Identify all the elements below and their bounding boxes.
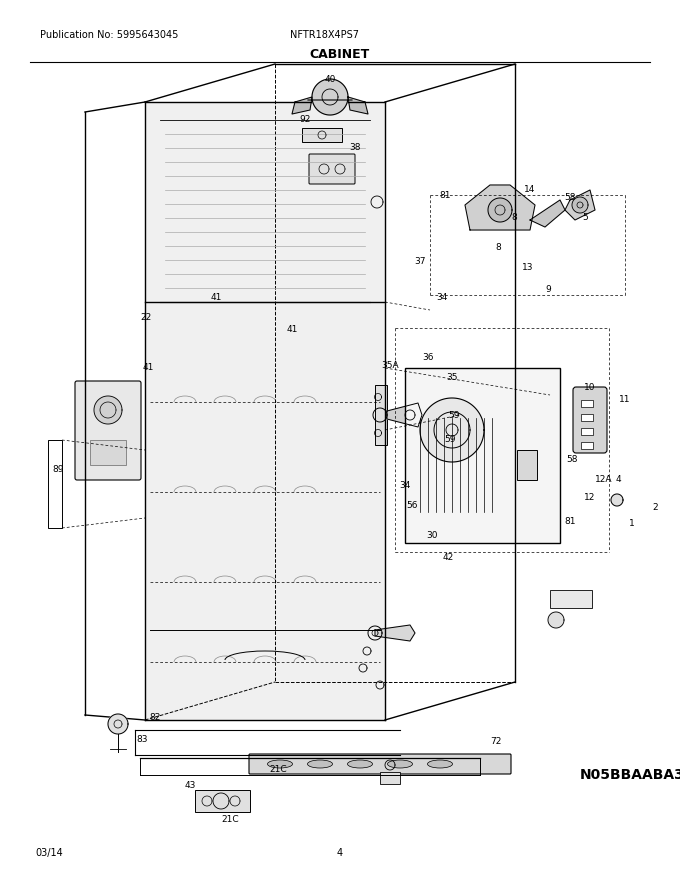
FancyBboxPatch shape [75, 381, 141, 480]
Polygon shape [387, 403, 422, 427]
Text: 72: 72 [490, 737, 502, 746]
Polygon shape [572, 197, 588, 213]
Text: 42: 42 [443, 554, 454, 562]
Text: 58: 58 [564, 194, 576, 202]
Polygon shape [145, 102, 385, 720]
Text: 38: 38 [350, 143, 361, 152]
FancyBboxPatch shape [249, 754, 511, 774]
Bar [550, 590, 592, 608]
Polygon shape [565, 190, 595, 220]
Bar [581, 428, 593, 435]
Text: 12A: 12A [595, 475, 613, 485]
Text: 22: 22 [140, 313, 152, 322]
Text: 34: 34 [437, 294, 447, 303]
Text: 81: 81 [564, 517, 576, 526]
Bar [405, 368, 560, 543]
Polygon shape [348, 97, 368, 114]
Bar [581, 442, 593, 449]
Polygon shape [312, 79, 348, 115]
Bar [90, 440, 126, 465]
Polygon shape [108, 714, 128, 734]
Text: 30: 30 [426, 531, 438, 539]
Text: 58: 58 [566, 456, 578, 465]
Bar [581, 400, 593, 407]
Ellipse shape [388, 760, 413, 768]
Text: 4: 4 [337, 848, 343, 858]
Polygon shape [94, 396, 122, 424]
Text: 9: 9 [545, 285, 551, 295]
Bar [302, 128, 342, 142]
Polygon shape [530, 200, 565, 227]
Text: 36: 36 [422, 354, 434, 363]
Text: 40: 40 [324, 76, 336, 84]
Text: 35A: 35A [381, 361, 398, 370]
Polygon shape [375, 625, 415, 641]
Polygon shape [548, 612, 564, 628]
Text: 59: 59 [448, 410, 460, 420]
Text: 13: 13 [522, 263, 534, 273]
Bar [581, 414, 593, 421]
Text: 14: 14 [524, 186, 536, 194]
Text: 4: 4 [615, 475, 621, 485]
Bar [195, 790, 250, 812]
Text: 82: 82 [150, 714, 160, 722]
Text: 83: 83 [136, 736, 148, 744]
Text: 41: 41 [210, 294, 222, 303]
Text: N05BBAABA34: N05BBAABA34 [580, 768, 680, 782]
Text: 89: 89 [52, 466, 64, 474]
Text: 35: 35 [446, 373, 458, 383]
Text: 21C: 21C [221, 816, 239, 825]
Bar [517, 450, 537, 480]
Ellipse shape [307, 760, 333, 768]
Ellipse shape [428, 760, 452, 768]
Ellipse shape [267, 760, 292, 768]
Text: NFTR18X4PS7: NFTR18X4PS7 [290, 30, 359, 40]
Text: 21C: 21C [269, 766, 287, 774]
Text: 41: 41 [286, 326, 298, 334]
Ellipse shape [347, 760, 373, 768]
Text: 03/14: 03/14 [35, 848, 63, 858]
Bar [375, 385, 387, 445]
FancyBboxPatch shape [573, 387, 607, 453]
Polygon shape [420, 398, 484, 462]
Bar [380, 772, 400, 784]
Text: 2: 2 [652, 503, 658, 512]
Polygon shape [611, 494, 623, 506]
Text: 8: 8 [511, 214, 517, 223]
Text: CABINET: CABINET [310, 48, 370, 61]
Bar [48, 440, 62, 528]
Text: 34: 34 [399, 480, 411, 489]
Polygon shape [465, 185, 535, 230]
Text: 8: 8 [495, 244, 501, 253]
Polygon shape [292, 97, 312, 114]
Text: 12: 12 [584, 494, 596, 502]
Text: 10: 10 [584, 384, 596, 392]
Text: 37: 37 [414, 258, 426, 267]
Polygon shape [488, 198, 512, 222]
Text: 11: 11 [619, 395, 631, 405]
Text: 59: 59 [444, 436, 456, 444]
Text: Publication No: 5995643045: Publication No: 5995643045 [40, 30, 178, 40]
Text: 41: 41 [142, 363, 154, 372]
Text: 81: 81 [439, 190, 451, 200]
Text: 92: 92 [299, 115, 311, 124]
FancyBboxPatch shape [309, 154, 355, 184]
Text: 56: 56 [406, 501, 418, 510]
Text: 1: 1 [629, 519, 635, 529]
Text: 43: 43 [184, 781, 196, 789]
Text: 5: 5 [582, 214, 588, 223]
